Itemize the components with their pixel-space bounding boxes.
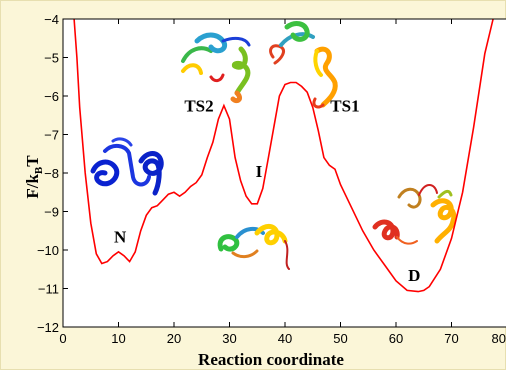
y-tick-label: −10 bbox=[37, 243, 59, 258]
x-tick-label: 20 bbox=[167, 331, 181, 346]
protein-structure-ts2-picture bbox=[181, 32, 251, 104]
x-tick-label: 60 bbox=[389, 331, 403, 346]
x-tick-label: 70 bbox=[444, 331, 458, 346]
plot-area bbox=[63, 19, 506, 327]
free-energy-curve bbox=[73, 18, 494, 293]
x-tick-label: 30 bbox=[222, 331, 236, 346]
protein-structure-n-picture bbox=[90, 137, 164, 196]
x-tick-label: 10 bbox=[111, 331, 125, 346]
x-tick-label: 50 bbox=[333, 331, 347, 346]
y-tick-label: −12 bbox=[37, 320, 59, 335]
y-tick-label: −9 bbox=[44, 205, 59, 220]
x-tick-label: 0 bbox=[59, 331, 66, 346]
y-axis-title-tail: T bbox=[23, 155, 42, 167]
protein-structure-d-picture bbox=[372, 184, 457, 245]
state-label-d: D bbox=[408, 266, 420, 285]
y-tick-label: −5 bbox=[44, 51, 59, 66]
state-label-ts2: TS2 bbox=[184, 96, 213, 115]
plot-frame bbox=[62, 18, 506, 328]
y-tick-label: −8 bbox=[44, 166, 59, 181]
state-label-i: I bbox=[256, 162, 263, 181]
y-tick-label: −6 bbox=[44, 89, 59, 104]
x-axis-title: Reaction coordinate bbox=[198, 350, 344, 369]
y-axis-title: F/kBT bbox=[23, 155, 45, 199]
state-label-n: N bbox=[114, 227, 127, 246]
protein-structure-ts1-picture bbox=[269, 21, 338, 109]
y-tick-label: −11 bbox=[38, 282, 59, 297]
y-tick-label: −7 bbox=[44, 128, 59, 143]
y-axis-title-main: F/k bbox=[23, 174, 42, 199]
protein-structure-i-picture bbox=[217, 224, 290, 270]
x-tick-label: 80 bbox=[492, 331, 506, 346]
state-label-ts1: TS1 bbox=[330, 96, 359, 115]
y-tick-label: −4 bbox=[44, 12, 59, 27]
x-tick-label: 40 bbox=[278, 331, 292, 346]
y-axis-title-subscript: B bbox=[33, 166, 45, 174]
